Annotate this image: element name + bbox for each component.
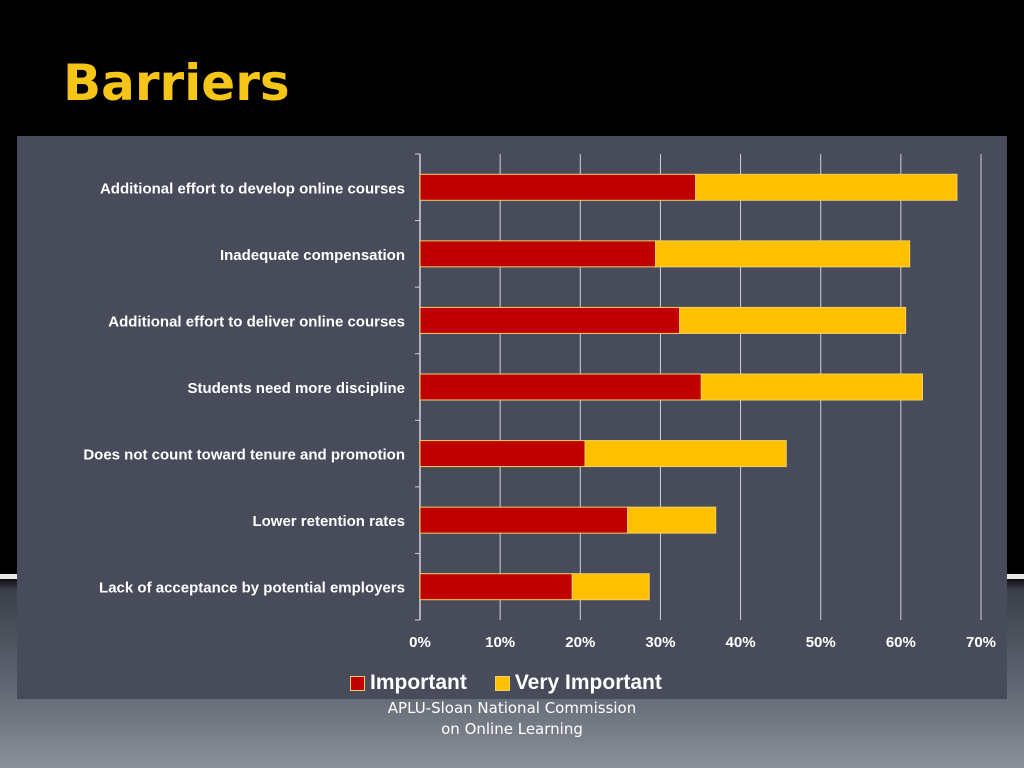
bar-very-important xyxy=(584,440,787,468)
category-label: Does not count toward tenure and promoti… xyxy=(83,447,405,464)
legend-item-important: Important xyxy=(350,671,467,695)
x-tick-label: 30% xyxy=(645,634,675,651)
bar-important xyxy=(419,173,697,201)
bar-important xyxy=(419,506,629,534)
bar-very-important xyxy=(655,240,911,268)
category-label: Inadequate compensation xyxy=(220,247,405,264)
bar-very-important xyxy=(695,173,958,201)
bar-very-important xyxy=(627,506,717,534)
x-tick-label: 70% xyxy=(966,634,996,651)
x-tick-label: 40% xyxy=(726,634,756,651)
x-tick-label: 60% xyxy=(886,634,916,651)
bar-very-important xyxy=(700,373,923,401)
category-label: Students need more discipline xyxy=(187,380,405,397)
bar-very-important xyxy=(571,573,650,601)
bar-very-important xyxy=(679,306,907,334)
footer-line-1: APLU-Sloan National Commission xyxy=(387,699,637,717)
category-label: Lower retention rates xyxy=(252,513,405,530)
chart-panel: 0% 10% 20% 30% 40% 50% 60% 70% Additional effort… xyxy=(17,136,1007,699)
chart-legend: Important Very Important xyxy=(350,671,690,695)
legend-label-very-important: Very Important xyxy=(514,671,662,694)
bar-important xyxy=(419,573,573,601)
slide-title: Barriers xyxy=(63,54,290,112)
bar-important xyxy=(419,440,586,468)
legend-item-very-important: Very Important xyxy=(494,671,662,695)
legend-swatch-very-important xyxy=(494,675,510,691)
category-label: Additional effort to develop online cour… xyxy=(100,180,405,197)
bar-important xyxy=(419,306,681,334)
legend-label-important: Important xyxy=(370,671,467,694)
source-footer: APLU-Sloan National Commission on Online… xyxy=(0,698,1024,740)
footer-line-2: on Online Learning xyxy=(441,720,583,738)
x-tick-label: 10% xyxy=(485,634,515,651)
x-tick-label: 20% xyxy=(565,634,595,651)
x-tick-label: 0% xyxy=(409,634,431,651)
bar-important xyxy=(419,373,702,401)
legend-swatch-important xyxy=(350,675,365,691)
x-tick-label: 50% xyxy=(806,634,836,651)
bar-chart: 0% 10% 20% 30% 40% 50% 60% 70% Additional effort… xyxy=(83,153,996,651)
bar-important xyxy=(419,240,657,268)
category-label: Lack of acceptance by potential employer… xyxy=(99,580,405,597)
category-label: Additional effort to deliver online cour… xyxy=(108,313,405,330)
